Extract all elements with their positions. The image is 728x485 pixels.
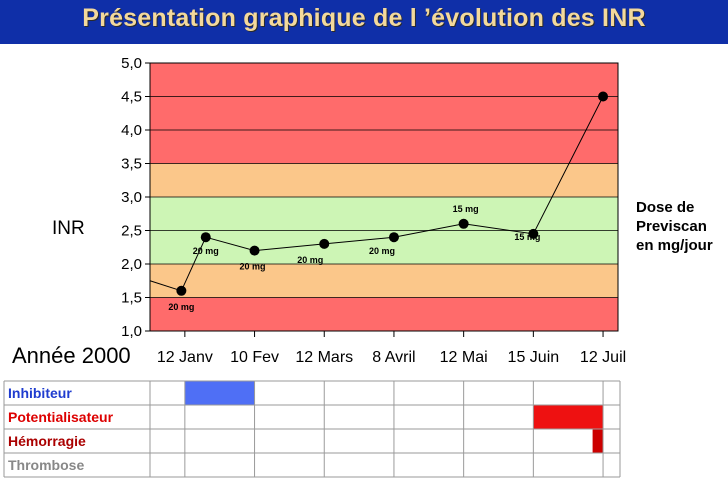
data-point — [528, 228, 539, 239]
y-tick-label: 1,5 — [121, 290, 142, 307]
data-point — [176, 285, 187, 296]
dose-label: 20 mg — [240, 262, 266, 272]
title-bar: Présentation graphique de l ’évolution d… — [0, 0, 728, 44]
dose-legend-line: en mg/jour — [636, 237, 713, 254]
zone-band — [150, 264, 618, 298]
dose-legend-line: Dose de — [636, 199, 695, 216]
data-point — [388, 232, 399, 243]
x-tick-label: 10 Fev — [230, 349, 279, 366]
data-point — [319, 238, 330, 249]
event-row-label: Thrombose — [8, 457, 84, 473]
x-tick-label: 12 Mai — [440, 349, 488, 366]
x-tick-label: 12 Mars — [295, 349, 353, 366]
dose-label: 15 mg — [514, 232, 540, 242]
data-point — [458, 218, 469, 229]
x-tick-label: 12 Juil — [580, 349, 626, 366]
y-tick-label: 3,0 — [121, 189, 142, 206]
series-line — [180, 96, 604, 292]
event-bar — [592, 429, 604, 453]
dose-legend-line: Previscan — [636, 218, 707, 235]
plot-frame — [149, 62, 619, 332]
y-tick-label: 5,0 — [121, 55, 142, 72]
data-point — [200, 232, 211, 243]
x-tick-label: 12 Janv — [157, 349, 213, 366]
x-axis-title: Année 2000 — [12, 343, 131, 368]
page-title: Présentation graphique de l ’évolution d… — [82, 4, 646, 32]
y-tick-label: 4,5 — [121, 89, 142, 106]
dose-label: 20 mg — [168, 302, 194, 312]
zone-band — [150, 297, 618, 331]
event-row-label: Hémorragie — [8, 433, 86, 449]
event-bar — [184, 381, 255, 405]
dose-label: 20 mg — [193, 246, 219, 256]
event-row-label: Potentialisateur — [8, 409, 114, 425]
event-row-label: Inhibiteur — [8, 385, 72, 401]
y-axis-label: INR — [52, 218, 85, 239]
zone-band — [150, 63, 618, 164]
data-point — [249, 245, 260, 256]
x-tick-label: 15 Juin — [508, 349, 560, 366]
data-point — [598, 91, 609, 102]
y-tick-label: 2,0 — [121, 256, 142, 273]
y-tick-label: 1,0 — [121, 323, 142, 340]
y-tick-label: 4,0 — [121, 122, 142, 139]
dose-label: 15 mg — [453, 204, 479, 214]
y-tick-label: 2,5 — [121, 223, 142, 240]
x-tick-label: 8 Avril — [372, 349, 415, 366]
dose-legend: Dose de Previscan en mg/jour — [636, 198, 713, 255]
dose-label: 20 mg — [297, 255, 323, 265]
event-bar — [533, 405, 604, 429]
series-lead-in — [149, 280, 182, 292]
zone-band — [150, 163, 618, 197]
dose-label: 20 mg — [369, 246, 395, 256]
y-tick-label: 3,5 — [121, 156, 142, 173]
